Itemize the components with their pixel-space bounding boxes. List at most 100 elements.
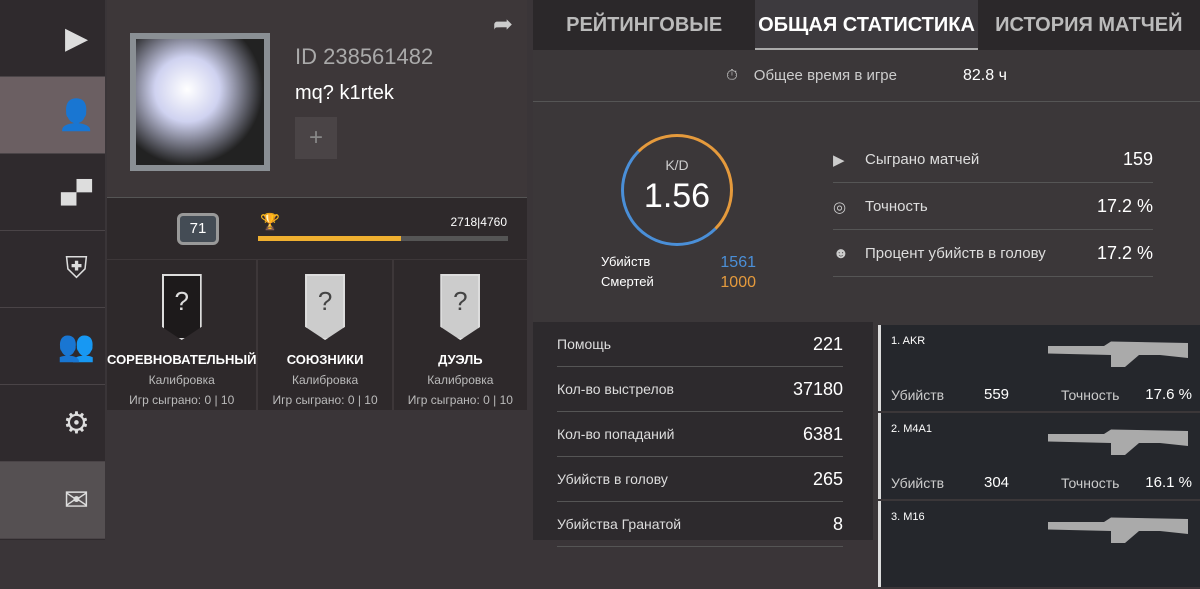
sidebar-settings[interactable]: ⚙ <box>0 385 105 462</box>
stat-row: Помощь 221 <box>557 322 843 367</box>
weapon-card[interactable]: 2. M4A1 Убийств 304 Точность 16.1 % <box>878 413 1200 499</box>
pistol-icon: ▄▀ <box>60 179 93 204</box>
kd-value: 1.56 <box>643 177 711 215</box>
rifle-icon <box>1048 429 1188 455</box>
tab-general-stats[interactable]: ОБЩАЯ СТАТИСТИКА <box>755 0 978 50</box>
mode-status: Калибровка <box>292 373 359 387</box>
stat-accuracy: ◎ Точность 17.2 % <box>833 184 1153 230</box>
accuracy-label: Точность <box>1061 475 1120 491</box>
weapon-list[interactable]: 1. AKR Убийств 559 Точность 17.6 % 2. M4A1 Уб… <box>878 325 1200 589</box>
headshot-icon: ☻ <box>833 245 849 262</box>
kd-label: K/D <box>665 157 689 173</box>
stat-value: 37180 <box>792 378 843 399</box>
play-icon: ▶ <box>64 21 89 55</box>
deaths-label: Смертей <box>601 274 654 289</box>
playtime-label: Общее время в игре <box>753 67 897 84</box>
playtime-row: ⏱ Общее время в игре 82.8 ч <box>533 50 1200 102</box>
player-name: mq? k1rtek <box>295 82 394 104</box>
xp-text: 2718|4760 <box>450 215 507 229</box>
playtime-value: 82.8 ч <box>963 66 1007 84</box>
mode-status: Калибровка <box>148 373 215 387</box>
stopwatch-icon: ⏱ <box>726 67 738 84</box>
stat-label: Помощь <box>557 336 612 352</box>
tab-match-history[interactable]: ИСТОРИЯ МАТЧЕЙ <box>995 14 1183 36</box>
target-icon: ◎ <box>833 198 847 216</box>
mode-duel[interactable]: ? ДУЭЛЬ Калибровка Игр сыграно: 0 | 10 <box>393 260 527 410</box>
stat-row: Кол-во выстрелов 37180 <box>557 367 843 412</box>
stat-value: 17.2 % <box>1096 243 1153 263</box>
stat-label: Сыграно матчей <box>865 151 980 168</box>
avatar[interactable] <box>130 33 270 171</box>
mode-name: СОЮЗНИКИ <box>286 352 364 367</box>
mode-games: Игр сыграно: 0 | 10 <box>129 393 235 407</box>
weapon-card[interactable]: 1. AKR Убийств 559 Точность 17.6 % <box>878 325 1200 411</box>
stat-value: 265 <box>812 468 843 489</box>
accuracy-value: 17.6 % <box>1145 386 1192 403</box>
kills-value: 559 <box>984 386 1010 403</box>
mode-status: Калибровка <box>427 373 494 387</box>
stat-row: Убийств в голову 265 <box>557 457 843 502</box>
kd-ring: K/D 1.56 <box>621 134 733 246</box>
gear-icon: ⚙ <box>63 406 90 440</box>
sidebar-mail[interactable]: ✉ <box>0 462 105 539</box>
level-bar: 71 🏆 2718|4760 <box>107 197 527 259</box>
badge-icon: ⛨ <box>65 252 88 285</box>
stat-value: 8 <box>832 513 843 534</box>
stat-value: 159 <box>1122 149 1153 169</box>
stat-label: Кол-во попаданий <box>557 426 675 442</box>
weapon-name: 3. M16 <box>891 511 925 523</box>
play-icon: ▶ <box>833 151 845 169</box>
deaths-row: Смертей 1000 <box>601 274 756 292</box>
rank-shield-icon: ? <box>440 274 481 340</box>
accuracy-label: Точность <box>1061 387 1120 403</box>
xp-progress <box>258 236 508 241</box>
sidebar-profile[interactable]: 👤 <box>0 77 105 154</box>
add-button[interactable]: + <box>295 117 337 159</box>
stat-value: 6381 <box>802 423 843 444</box>
sidebar: ▶ 👤 ▄▀ ⛨ 👥 ⚙ ✉ <box>0 0 105 540</box>
sidebar-friends[interactable]: 👥 <box>0 308 105 385</box>
stat-label: Процент убийств в голову <box>865 245 1046 262</box>
kills-row: Убийств 1561 <box>601 254 756 272</box>
mode-name: СОРЕВНОВАТЕЛЬНЫЙ <box>107 352 257 367</box>
sidebar-clan[interactable]: ⛨ <box>0 231 105 308</box>
share-icon[interactable]: ➦ <box>492 11 513 38</box>
mode-allies[interactable]: ? СОЮЗНИКИ Калибровка Игр сыграно: 0 | 10 <box>258 260 392 410</box>
deaths-value: 1000 <box>720 274 756 291</box>
stat-matches: ▶ Сыграно матчей 159 <box>833 137 1153 183</box>
mode-games: Игр сыграно: 0 | 10 <box>272 393 378 407</box>
weapon-name: 1. AKR <box>891 335 926 347</box>
sidebar-inventory[interactable]: ▄▀ <box>0 154 105 231</box>
mail-icon: ✉ <box>63 483 90 517</box>
player-id: ID 238561482 <box>295 44 434 69</box>
group-icon: 👥 <box>57 329 96 363</box>
tab-ranked[interactable]: РЕЙТИНГОВЫЕ <box>566 14 723 36</box>
stat-label: Кол-во выстрелов <box>557 381 674 397</box>
stat-label: Убийств в голову <box>557 471 668 487</box>
kills-value: 1561 <box>720 254 756 271</box>
detailed-stats: Помощь 221 Кол-во выстрелов 37180 Кол-во п… <box>533 322 873 547</box>
mode-competitive[interactable]: ? СОРЕВНОВАТЕЛЬНЫЙ Калибровка Игр сыграно: … <box>107 260 257 410</box>
stat-value: 17.2 % <box>1096 196 1153 216</box>
kills-label: Убийств <box>891 387 945 403</box>
kills-value: 304 <box>984 474 1010 491</box>
weapon-name: 2. M4A1 <box>891 423 932 435</box>
mode-games: Игр сыграно: 0 | 10 <box>407 393 513 407</box>
kills-label: Убийств <box>891 475 945 491</box>
stat-headshot: ☻ Процент убийств в голову 17.2 % <box>833 231 1153 277</box>
level-badge: 71 <box>177 213 219 245</box>
stats-panel: РЕЙТИНГОВЫЕ ОБЩАЯ СТАТИСТИКА ИСТОРИЯ МАТ… <box>533 0 1200 587</box>
sidebar-play[interactable]: ▶ <box>0 0 105 77</box>
rifle-icon <box>1048 341 1188 367</box>
profile-panel: ID 238561482 mq? k1rtek + ➦ 71 🏆 2718|47… <box>107 0 527 410</box>
rifle-icon <box>1048 517 1188 543</box>
rank-shield-icon: ? <box>305 274 346 340</box>
stat-value: 221 <box>812 333 843 354</box>
trophy-icon: 🏆 <box>260 214 280 231</box>
profile-icon: 👤 <box>57 98 96 132</box>
weapon-card[interactable]: 3. M16 <box>878 501 1200 587</box>
mode-name: ДУЭЛЬ <box>438 352 483 367</box>
rank-shield-icon: ? <box>161 274 202 340</box>
stat-row: Кол-во попаданий 6381 <box>557 412 843 457</box>
stat-label: Точность <box>865 198 928 215</box>
